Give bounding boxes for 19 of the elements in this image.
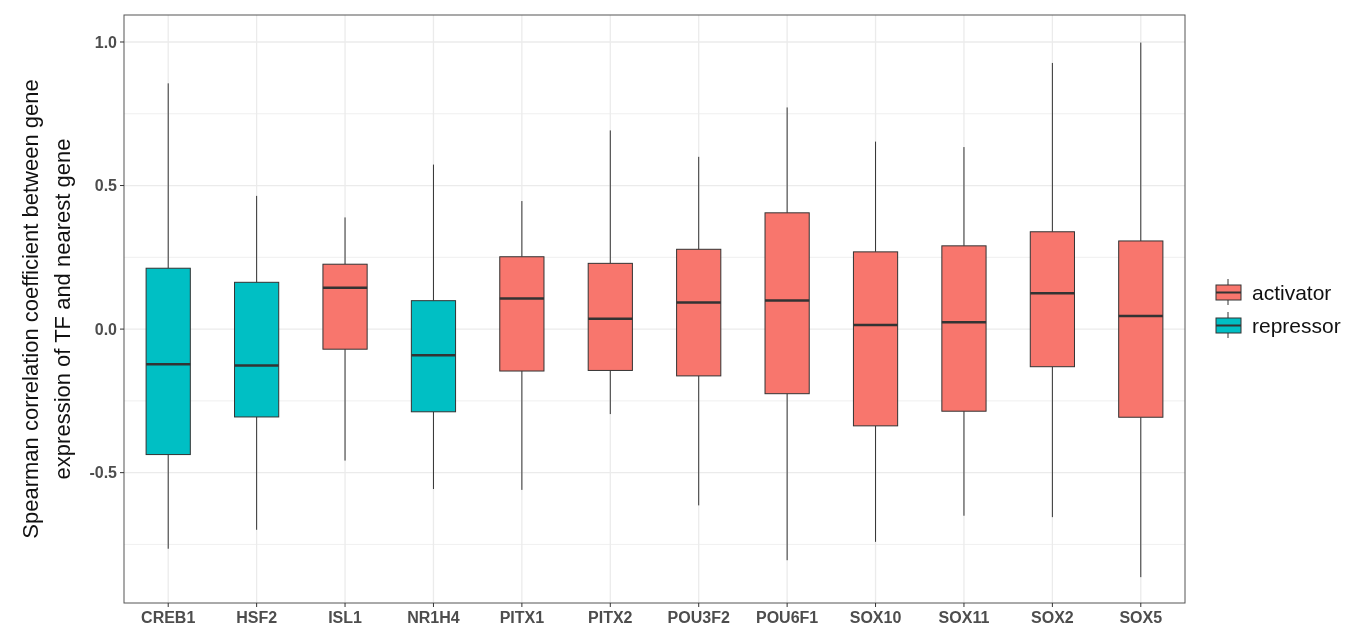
y-tick-label: 1.0: [94, 33, 118, 51]
y-tick-label: 0.0: [94, 320, 118, 338]
x-tick-label: SOX5: [1119, 609, 1163, 626]
x-tick-label: PITX1: [499, 609, 545, 626]
x-tick-label: SOX2: [1031, 609, 1074, 626]
legend-label: repressor: [1252, 314, 1341, 338]
legend-label: activator: [1252, 281, 1332, 305]
x-tick-label: CREB1: [141, 609, 196, 626]
y-tick-label: 0.5: [94, 177, 118, 195]
x-tick-label: ISL1: [328, 609, 363, 626]
y-axis-title: Spearman correlation coefficient between gene expression of TF and nearest gene: [18, 79, 75, 539]
x-tick-label: PITX2: [588, 609, 633, 626]
y-tick-label: -0.5: [89, 464, 118, 482]
x-tick-label: HSF2: [236, 609, 278, 626]
x-tick-label: SOX11: [938, 609, 990, 626]
x-tick-label: SOX10: [849, 609, 902, 626]
x-tick-label: POU3F2: [667, 609, 730, 626]
x-tick-label: NR1H4: [407, 609, 460, 626]
x-tick-label: POU6F1: [756, 609, 819, 626]
